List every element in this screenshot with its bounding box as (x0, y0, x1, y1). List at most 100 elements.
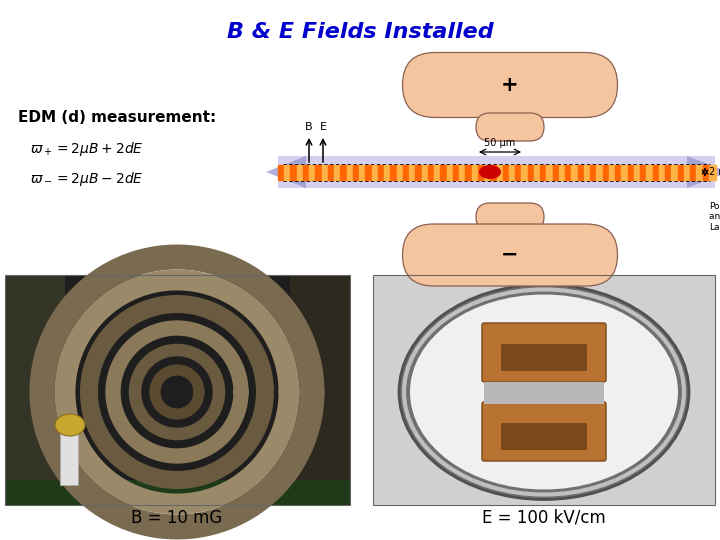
Bar (678, 165, 684, 179)
Ellipse shape (479, 165, 501, 179)
Bar (559, 165, 566, 179)
FancyBboxPatch shape (476, 113, 544, 141)
Ellipse shape (399, 285, 689, 500)
Bar (365, 165, 372, 179)
Bar (353, 165, 360, 179)
Bar (478, 165, 485, 179)
Bar (708, 165, 716, 179)
Bar (553, 165, 559, 179)
Text: Polarization
and readout
Laser: Polarization and readout Laser (709, 202, 720, 232)
Bar (441, 165, 447, 179)
Bar (341, 165, 347, 179)
Bar (278, 165, 284, 179)
Bar (446, 165, 454, 179)
Bar (465, 165, 472, 179)
Bar (290, 165, 297, 179)
Polygon shape (266, 156, 306, 188)
Bar (584, 165, 590, 179)
Bar (684, 165, 690, 179)
Bar (5, 480, 350, 505)
Bar (609, 165, 616, 179)
FancyBboxPatch shape (482, 402, 606, 461)
Bar (334, 165, 341, 179)
Text: E = 100 kV/cm: E = 100 kV/cm (482, 509, 606, 527)
Text: $\varpi_+ = 2\mu B + 2dE$: $\varpi_+ = 2\mu B + 2dE$ (30, 140, 143, 158)
Text: B: B (305, 122, 312, 132)
Bar (509, 165, 516, 179)
FancyBboxPatch shape (501, 344, 587, 371)
FancyBboxPatch shape (402, 52, 618, 118)
Text: B & E Fields Installed: B & E Fields Installed (227, 22, 493, 42)
Bar (5, 275, 350, 505)
Bar (534, 165, 541, 179)
Bar (497, 165, 503, 179)
Bar (378, 165, 384, 179)
Bar (671, 165, 678, 179)
Text: E: E (320, 122, 326, 132)
Bar (434, 165, 441, 179)
Bar (503, 165, 510, 179)
Bar (278, 156, 715, 188)
Ellipse shape (410, 294, 678, 489)
Bar (577, 165, 585, 179)
Bar (659, 165, 665, 179)
Bar (5, 275, 350, 505)
Bar (665, 165, 672, 179)
Bar (696, 165, 703, 179)
Bar (690, 165, 697, 179)
Bar (590, 165, 597, 179)
FancyBboxPatch shape (482, 323, 606, 382)
Bar (540, 165, 547, 179)
Bar (484, 165, 491, 179)
Text: 2 mm: 2 mm (709, 167, 720, 177)
Text: $\varpi_- = 2\mu B - 2dE$: $\varpi_- = 2\mu B - 2dE$ (30, 170, 143, 188)
Bar (521, 165, 528, 179)
Bar (634, 165, 641, 179)
Bar (603, 165, 609, 179)
FancyBboxPatch shape (402, 224, 618, 286)
Bar (565, 165, 572, 179)
Bar (315, 165, 323, 179)
Bar (322, 165, 328, 179)
Bar (373, 275, 715, 505)
Text: EDM (d) measurement:: EDM (d) measurement: (18, 110, 216, 125)
Bar (647, 165, 653, 179)
Ellipse shape (55, 414, 85, 436)
Bar (297, 165, 303, 179)
Bar (516, 165, 522, 179)
Text: +: + (501, 75, 519, 95)
Bar (628, 165, 634, 179)
Bar (453, 165, 459, 179)
Bar (484, 382, 604, 404)
Bar (528, 165, 534, 179)
Bar (472, 165, 478, 179)
Bar (303, 165, 310, 179)
Bar (546, 165, 553, 179)
Bar (373, 275, 715, 505)
Bar (328, 165, 335, 179)
Bar (346, 165, 354, 179)
Bar (572, 165, 578, 179)
Bar (397, 165, 403, 179)
Bar (490, 165, 497, 179)
Bar (309, 165, 316, 179)
Bar (428, 165, 435, 179)
Bar (640, 165, 647, 179)
Bar (284, 165, 291, 179)
FancyBboxPatch shape (476, 203, 544, 231)
Text: 50 μm: 50 μm (485, 138, 516, 148)
Bar (403, 165, 410, 179)
FancyBboxPatch shape (501, 423, 587, 450)
Polygon shape (687, 156, 720, 188)
Bar (615, 165, 622, 179)
Bar (459, 165, 466, 179)
Bar (409, 165, 416, 179)
Bar (422, 165, 428, 179)
Bar (372, 165, 379, 179)
Bar (652, 165, 660, 179)
Bar (290, 275, 350, 505)
Bar (703, 165, 709, 179)
Bar (596, 165, 603, 179)
Text: −: − (501, 245, 518, 265)
Bar (415, 165, 422, 179)
